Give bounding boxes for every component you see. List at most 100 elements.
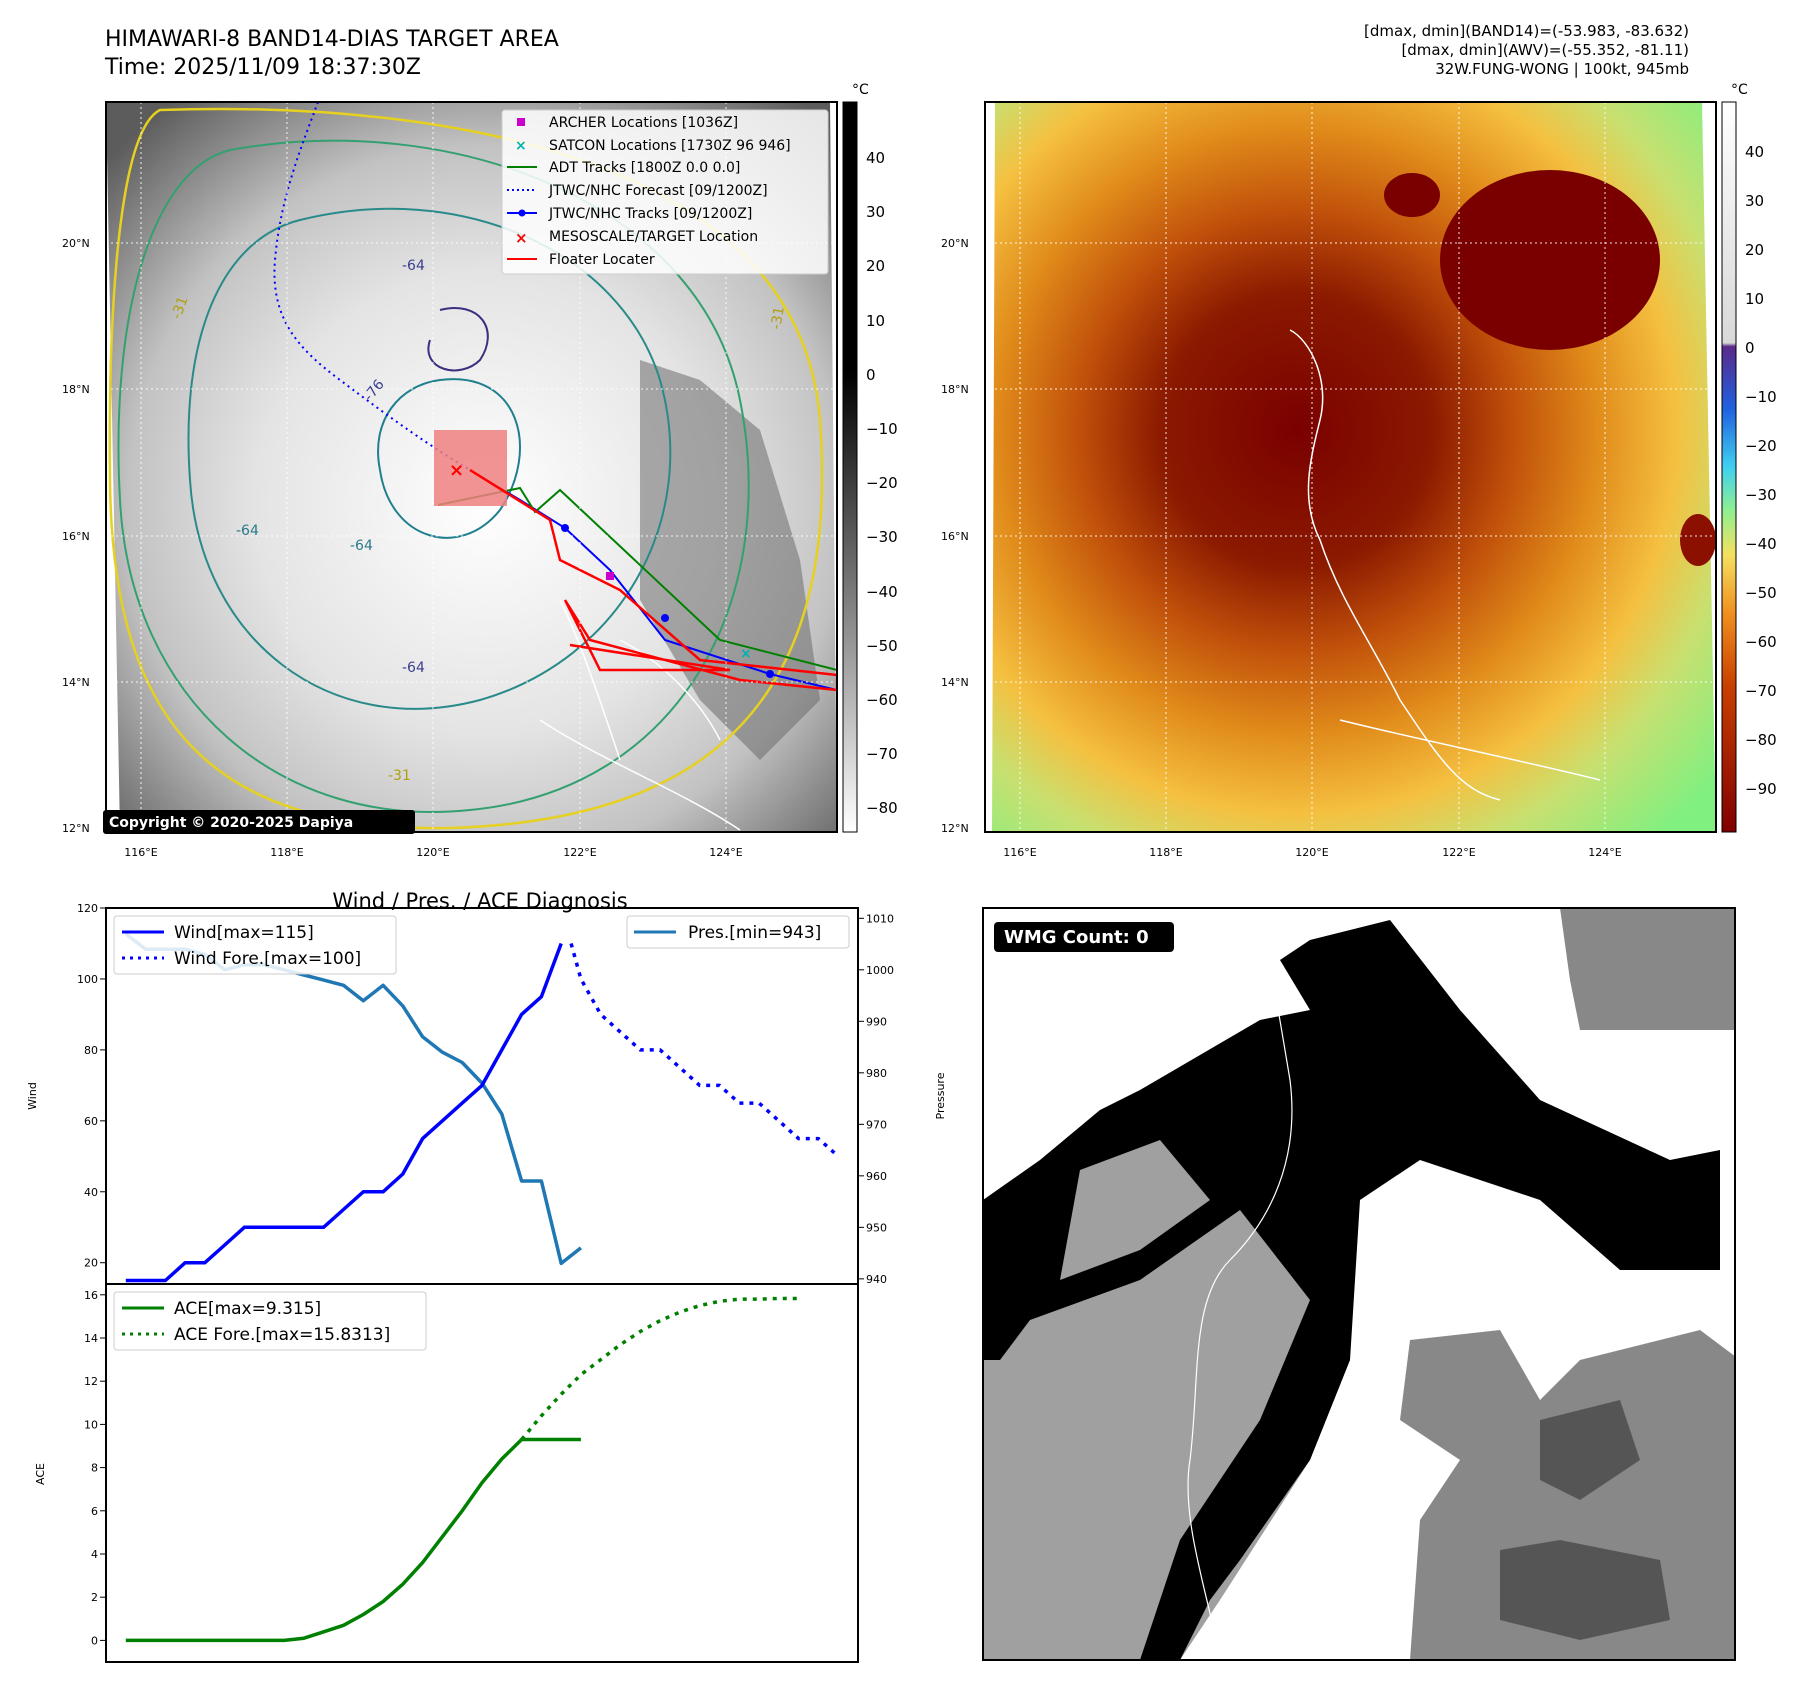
legend-tracks: JTWC/NHC Tracks [09/1200Z] [548,206,752,222]
awv-map-panel: 20°N 18°N 16°N 14°N 12°N 116°E 118°E 120… [941,82,1777,859]
ace-tick: 12 [84,1375,98,1388]
land-coastline [1289,329,1601,801]
pressure-tick: 1010 [866,912,894,925]
pressure-axis-label: Pressure [934,1072,947,1119]
colorbar-tick: −20 [866,474,898,492]
ir-map-frame [105,101,838,833]
lat-tick: 16°N [941,530,969,543]
ace-tick: 10 [84,1418,98,1431]
diagnosis-ticks: 2040608010012094095096097098099010001010… [77,902,894,1647]
map-gridlines [985,102,1716,832]
diagnosis-title: Wind / Pres. / ACE Diagnosis [332,889,627,913]
lat-tick: 14°N [941,676,969,689]
ace-tick: 6 [91,1505,98,1518]
wind-legend-box [113,915,397,975]
pressure-tick: 950 [866,1221,887,1234]
ir-clear-area [640,360,820,760]
lat-tick: 16°N [62,530,90,543]
legend-tracks-dot [518,209,526,217]
right-map-lat-ticks: 20°N 18°N 16°N 14°N 12°N [941,237,969,835]
ace-tick: 14 [84,1332,98,1345]
lon-tick: 122°E [563,846,596,859]
pressure-tick: 990 [866,1015,887,1028]
ace-legend-label: ACE[max=9.315] [174,1299,321,1319]
colorbar-tick: −80 [1745,731,1777,749]
ace-tick: 0 [91,1634,98,1647]
pressure-tick: 980 [866,1067,887,1080]
ir-colorbar-unit: °C [852,82,869,98]
contour-label: -31 [388,768,411,784]
storm-info: [dmax, dmin](BAND14)=(-53.983, -83.632) … [1364,22,1689,79]
series-line-wind-forecast [569,943,840,1158]
wmg-dark-gray-region [1500,1540,1670,1640]
wind-fore-legend-label: Wind Fore.[max=100] [174,949,361,969]
legend-satcon: SATCON Locations [1730Z 96 946] [549,138,791,154]
satcon-marker: × [740,646,752,662]
land-coastline [539,599,741,831]
copyright-badge [103,810,415,834]
wmg-black-region [983,920,1720,1660]
series-line-ace [125,1437,581,1643]
ace-axis-label: ACE [34,1463,47,1485]
lat-tick: 20°N [941,237,969,250]
wmg-panel: WMG Count: 0 [982,907,1736,1661]
wind-axis-label: Wind [26,1082,39,1110]
legend-satcon-swatch: × [515,138,527,154]
colorbar-tick: −30 [1745,486,1777,504]
contour-label: -64 [402,660,425,676]
lon-tick: 120°E [1295,846,1328,859]
lat-tick: 18°N [62,383,90,396]
awv-cold-cluster [1440,170,1660,350]
lat-tick: 12°N [941,822,969,835]
mesoscale-target-box [434,430,507,506]
lon-tick: 118°E [270,846,303,859]
ace-tick: 8 [91,1462,98,1475]
jtwc-track-point [661,614,669,622]
ace-axes [105,1283,859,1663]
colorbar-tick: −60 [1745,633,1777,651]
wmg-frame [982,907,1736,1661]
colorbar-tick: −20 [1745,437,1777,455]
ace-legend: ACE[max=9.315] ACE Fore.[max=15.8313] [113,1291,427,1351]
awv-cold-cluster [1680,514,1716,566]
info-line-band14: [dmax, dmin](BAND14)=(-53.983, -83.632) [1364,22,1689,40]
pressure-legend-box [626,915,850,949]
lat-tick: 18°N [941,383,969,396]
colorbar-tick: −40 [866,583,898,601]
lon-tick: 122°E [1442,846,1475,859]
wind-tick: 80 [84,1044,98,1057]
awv-colorbar [1721,101,1737,833]
contour-label: -31 [169,294,192,321]
wmg-count-badge [994,922,1174,952]
legend-target: MESOSCALE/TARGET Location [549,229,758,245]
awv-map-frame [984,101,1717,833]
lon-tick: 124°E [709,846,742,859]
contour-label: -64 [350,538,373,554]
ace-tick: 16 [84,1289,98,1302]
ir-colorbar-ticks: 40 30 20 10 0 −10 −20 −30 −40 −50 −60 −7… [866,149,898,817]
colorbar-tick: 10 [866,312,885,330]
diagnosis-lines [124,932,840,1643]
series-line-ace-forecast [520,1296,799,1441]
wind-legend: Wind[max=115] Wind Fore.[max=100] [113,915,397,975]
wind-legend-label: Wind[max=115] [174,923,314,943]
colorbar-tick: −30 [866,528,898,546]
diagnosis-chart: Wind / Pres. / ACE Diagnosis 20406080100… [26,889,947,1663]
contour-76 [427,307,489,372]
wind-tick: 100 [77,973,98,986]
wmg-light-gray-region [983,1200,1350,1660]
info-line-awv: [dmax, dmin](AWV)=(-55.352, -81.11) [1401,41,1689,59]
jtwc-track-point [561,524,569,532]
legend-floater: Floater Locater [549,252,655,268]
wmg-count-label: WMG Count: 0 [1004,927,1149,948]
colorbar-tick: −40 [1745,535,1777,553]
pressure-tick: 960 [866,1170,887,1183]
left-map-lon-ticks: 116°E 118°E 120°E 122°E 124°E [124,846,742,859]
legend-target-swatch: × [515,229,528,247]
colorbar-tick: −50 [1745,584,1777,602]
contour-label: -31 [768,305,788,330]
jtwc-forecast-track [273,102,471,471]
pressure-tick: 1000 [866,964,894,977]
right-map-lon-ticks: 116°E 118°E 120°E 122°E 124°E [1003,846,1621,859]
colorbar-tick: 30 [1745,192,1764,210]
